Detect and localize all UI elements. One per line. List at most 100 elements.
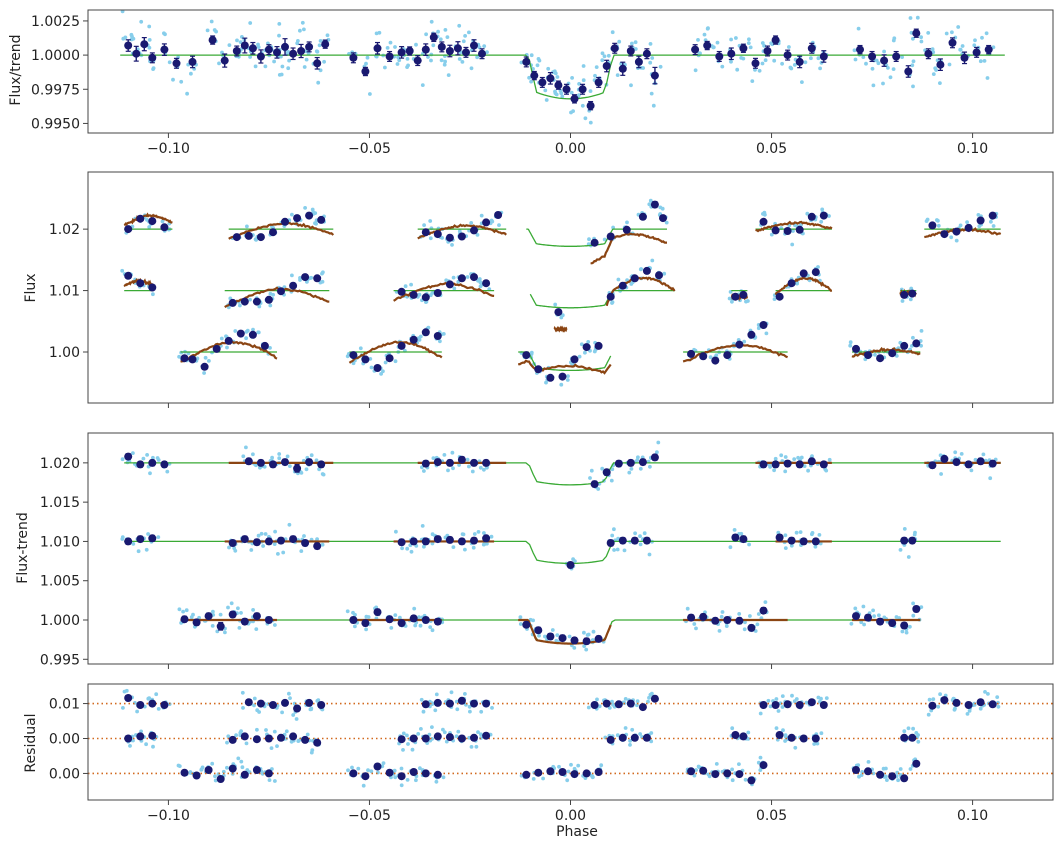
binned-point <box>807 44 816 53</box>
raw-point <box>633 531 637 536</box>
raw-point <box>497 223 501 228</box>
binned-point <box>687 349 696 358</box>
raw-point <box>967 709 972 713</box>
binned-point <box>361 772 370 781</box>
raw-point <box>662 271 667 276</box>
binned-point <box>964 223 973 232</box>
raw-point <box>421 709 426 714</box>
raw-point <box>958 223 963 228</box>
binned-point <box>723 769 732 778</box>
binned-point <box>124 537 133 546</box>
binned-point <box>799 734 808 743</box>
raw-point <box>747 542 751 547</box>
raw-point <box>123 35 128 40</box>
raw-point <box>481 542 486 547</box>
binned-point <box>888 772 897 781</box>
binned-point <box>204 766 213 774</box>
raw-point <box>315 537 319 541</box>
raw-point <box>612 548 616 552</box>
raw-point <box>730 767 734 772</box>
binned-point <box>445 233 454 242</box>
raw-point <box>139 729 144 734</box>
binned-point <box>940 230 949 239</box>
raw-point <box>792 63 797 67</box>
raw-point <box>388 40 393 45</box>
binned-point <box>819 460 828 469</box>
binned-point <box>948 38 957 47</box>
raw-point <box>727 296 732 301</box>
raw-point <box>350 765 354 770</box>
binned-point <box>421 228 430 237</box>
raw-point <box>409 549 414 554</box>
fit-trend-curve <box>774 275 833 296</box>
raw-point <box>711 45 716 50</box>
raw-point <box>444 739 449 744</box>
raw-point <box>454 699 459 704</box>
binned-point <box>626 458 635 467</box>
binned-point <box>457 274 466 283</box>
binned-point <box>212 344 221 353</box>
raw-point <box>581 64 586 68</box>
raw-point <box>892 36 897 41</box>
y-tick-label: 1.0025 <box>31 14 80 30</box>
raw-point <box>953 450 958 455</box>
raw-point <box>518 622 523 626</box>
raw-point <box>543 88 548 93</box>
raw-point <box>790 242 795 247</box>
raw-point <box>144 547 149 552</box>
raw-point <box>314 458 319 463</box>
raw-point <box>417 615 421 619</box>
raw-point <box>128 744 132 748</box>
raw-point <box>742 339 747 344</box>
raw-point <box>936 704 941 709</box>
raw-point <box>531 618 535 623</box>
binned-point <box>232 47 241 55</box>
binned-point <box>795 225 804 234</box>
binned-point <box>240 617 249 626</box>
raw-point <box>612 527 616 532</box>
raw-point <box>768 704 773 709</box>
raw-point <box>179 79 184 84</box>
binned-point <box>711 616 720 625</box>
raw-point <box>965 220 969 225</box>
raw-point <box>422 544 426 549</box>
binned-point <box>856 45 864 54</box>
binned-point <box>606 539 615 547</box>
binned-point <box>522 770 531 779</box>
binned-point <box>626 699 635 708</box>
binned-point <box>385 768 394 777</box>
binned-point <box>534 626 543 635</box>
raw-point <box>729 59 733 64</box>
raw-point <box>442 453 447 457</box>
y-tick-label: 1.015 <box>40 495 80 511</box>
binned-point <box>264 734 273 743</box>
binned-point <box>421 700 430 709</box>
raw-point <box>199 768 204 772</box>
raw-point <box>763 600 768 604</box>
raw-point <box>758 711 763 716</box>
binned-point <box>691 45 700 54</box>
raw-point <box>317 43 322 48</box>
raw-point <box>429 19 434 24</box>
raw-point <box>995 695 1000 699</box>
raw-point <box>369 769 374 774</box>
binned-point <box>546 767 555 776</box>
raw-point <box>385 46 390 50</box>
raw-point <box>292 701 297 706</box>
binned-point <box>228 539 237 547</box>
raw-point <box>485 50 489 54</box>
y-tick-label: 1.0000 <box>31 48 80 64</box>
raw-point <box>280 710 284 715</box>
raw-point <box>779 453 784 458</box>
raw-point <box>628 739 632 743</box>
binned-point <box>433 458 442 467</box>
raw-point <box>642 531 647 536</box>
raw-point <box>167 60 172 65</box>
raw-point <box>577 354 582 359</box>
binned-point <box>747 330 756 339</box>
raw-point <box>909 286 914 291</box>
raw-point <box>589 468 594 473</box>
raw-point <box>529 350 534 355</box>
raw-point <box>650 56 655 60</box>
raw-point <box>882 49 886 54</box>
